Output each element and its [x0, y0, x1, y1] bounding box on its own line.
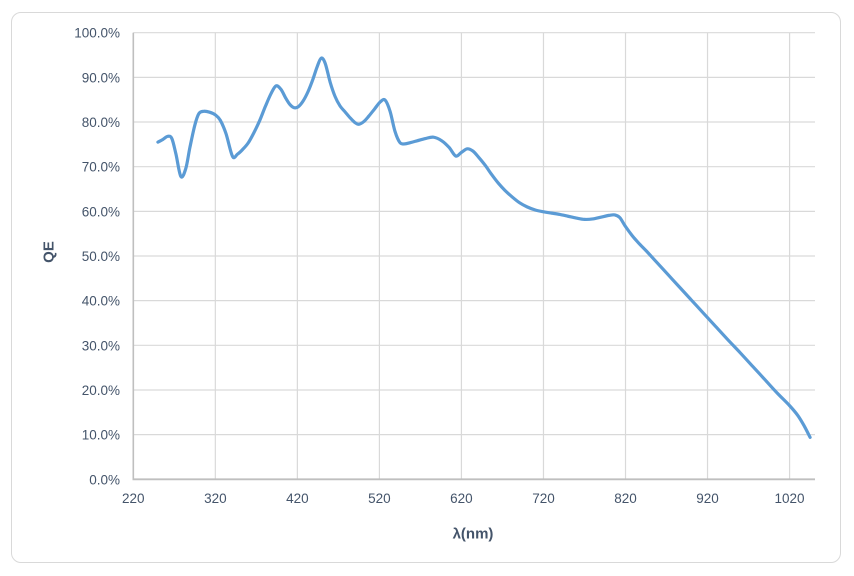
qe-series-line	[156, 56, 812, 439]
y-tick-label-80: 80.0%	[82, 115, 120, 130]
x-tick-label-820: 820	[614, 491, 637, 506]
y-tick-label-20: 20.0%	[82, 383, 120, 398]
y-tick-label-100: 100.0%	[74, 26, 120, 41]
x-tick-label-420: 420	[286, 491, 309, 506]
y-tick-label-30: 30.0%	[82, 338, 120, 353]
x-axis-title: λ(nm)	[452, 525, 494, 543]
y-tick-label-10: 10.0%	[82, 428, 120, 443]
y-tick-label-60: 60.0%	[82, 204, 120, 219]
x-tick-label-920: 920	[696, 491, 719, 506]
x-tick-label-620: 620	[450, 491, 473, 506]
x-tick-label-720: 720	[532, 491, 555, 506]
x-tick-label-520: 520	[368, 491, 391, 506]
y-axis-title: QE	[40, 241, 58, 263]
chart-frame	[11, 12, 841, 563]
y-tick-label-70: 70.0%	[82, 160, 120, 175]
x-tick-label-320: 320	[204, 491, 227, 506]
x-tick-label-220: 220	[122, 491, 145, 506]
x-tick-label-1020: 1020	[775, 491, 805, 506]
y-tick-label-90: 90.0%	[82, 70, 120, 85]
y-tick-label-0: 0.0%	[89, 472, 120, 487]
y-tick-label-40: 40.0%	[82, 294, 120, 309]
y-tick-label-50: 50.0%	[82, 249, 120, 264]
